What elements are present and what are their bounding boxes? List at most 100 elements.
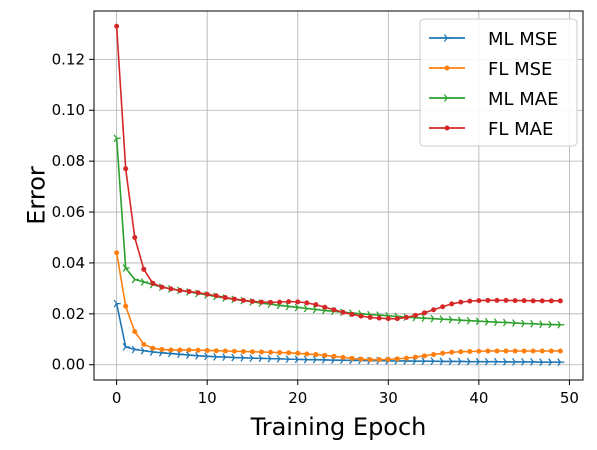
data-point-ml-mae [484,317,492,326]
x-tick-label: 30 [379,389,398,407]
marker-arm [430,314,435,320]
marker-arm [443,97,448,102]
marker-arm [475,357,480,363]
marker-arm [502,361,507,366]
marker-arm [443,94,448,99]
data-point-ml-mse [512,358,520,366]
data-point-fl-mse [394,356,400,362]
data-point-fl-mae [313,302,319,308]
marker-arm [294,359,299,364]
marker-arm [448,319,453,324]
marker-arm [457,361,462,366]
data-point-fl-mae [467,298,473,304]
marker-arm [321,356,326,361]
marker-arm [294,355,299,360]
marker-arm [167,353,172,358]
data-point-ml-mae [448,315,456,324]
data-point-fl-mse [123,303,129,309]
data-point-fl-mse [141,341,147,347]
marker-arm [457,357,462,362]
marker-arm [222,353,226,358]
data-point-ml-mse [222,353,230,361]
marker-arm [394,312,398,317]
data-point-fl-mae [304,300,310,306]
data-point-fl-mae [114,23,120,29]
data-point-fl-mse [240,348,246,354]
data-point-fl-mae [530,298,536,304]
marker-arm [385,311,389,317]
data-point-fl-mae [186,288,192,294]
marker-arm [430,318,435,323]
data-point-fl-mse [249,349,255,355]
y-tick-label: 0.06 [52,203,85,221]
marker-arm [312,355,317,361]
data-point-fl-mae [240,297,246,303]
marker-arm [312,305,317,310]
marker-arm [312,359,317,364]
data-point-fl-mse [512,348,518,354]
marker-arm [231,357,235,362]
data-point-ml-mse [421,357,429,366]
x-tick-label: 0 [112,389,122,407]
marker-arm [195,351,199,357]
data-point-fl-mse [132,329,138,335]
marker-arm [539,358,543,363]
marker-arm [140,278,145,283]
data-point-fl-mse [412,354,418,360]
data-point-ml-mse [466,357,474,366]
x-tick-label: 10 [198,389,217,407]
marker-arm [512,358,516,363]
data-point-ml-mae [502,318,511,327]
marker-arm [122,343,127,348]
data-point-fl-mse [114,250,120,256]
marker-arm [285,358,290,364]
data-point-fl-mse [186,347,192,353]
data-point-fl-mse [150,345,156,351]
y-tick-label: 0.10 [52,101,85,119]
marker-arm [312,309,317,314]
data-point-ml-mse [204,352,212,361]
data-point-fl-mae [494,297,500,303]
y-tick-label: 0.12 [52,50,85,68]
data-point-fl-mse [177,347,183,353]
data-point-fl-mae [431,307,437,313]
marker-arm [303,359,308,364]
marker-arm [140,281,145,286]
data-point-fl-mae [367,314,373,320]
data-point-ml-mse [502,358,511,366]
data-point-ml-mse [439,357,447,366]
y-tick-label: 0.00 [52,356,85,374]
data-point-fl-mae [249,298,255,304]
marker-arm [443,37,448,42]
data-point-ml-mae [512,319,520,327]
marker-arm [131,349,136,354]
legend: ML MSE FL MSE ML MAE FL MAE [419,18,578,147]
data-point-fl-mse [213,348,219,354]
marker-arm [186,351,190,356]
data-point-fl-mse [548,348,554,354]
marker-arm [439,361,444,366]
marker-arm [466,357,471,363]
marker-arm [349,360,353,365]
data-point-fl-mse [557,348,563,354]
series-line-ml-mae [115,138,561,326]
ticks: 0 10 20 30 40 50 0.00 0.02 0.04 0.06 0.08 0.10 0.12 [52,50,579,407]
marker-arm [521,323,525,328]
marker-arm [249,357,254,362]
data-point-fl-mae [141,266,147,272]
data-point-fl-mse [340,354,346,360]
data-point-ml-mae [521,319,529,328]
marker-arm [321,359,326,364]
legend-marker [444,65,450,71]
y-tick-label: 0.04 [52,254,85,272]
data-point-fl-mse [159,346,165,352]
marker-arm [521,358,525,363]
marker-arm [285,306,290,311]
marker-arm [530,323,534,328]
marker-arm [140,346,145,352]
legend-marker [444,125,450,131]
data-point-fl-mse [449,349,455,355]
data-point-fl-mse [295,350,301,356]
marker-arm [376,311,380,316]
